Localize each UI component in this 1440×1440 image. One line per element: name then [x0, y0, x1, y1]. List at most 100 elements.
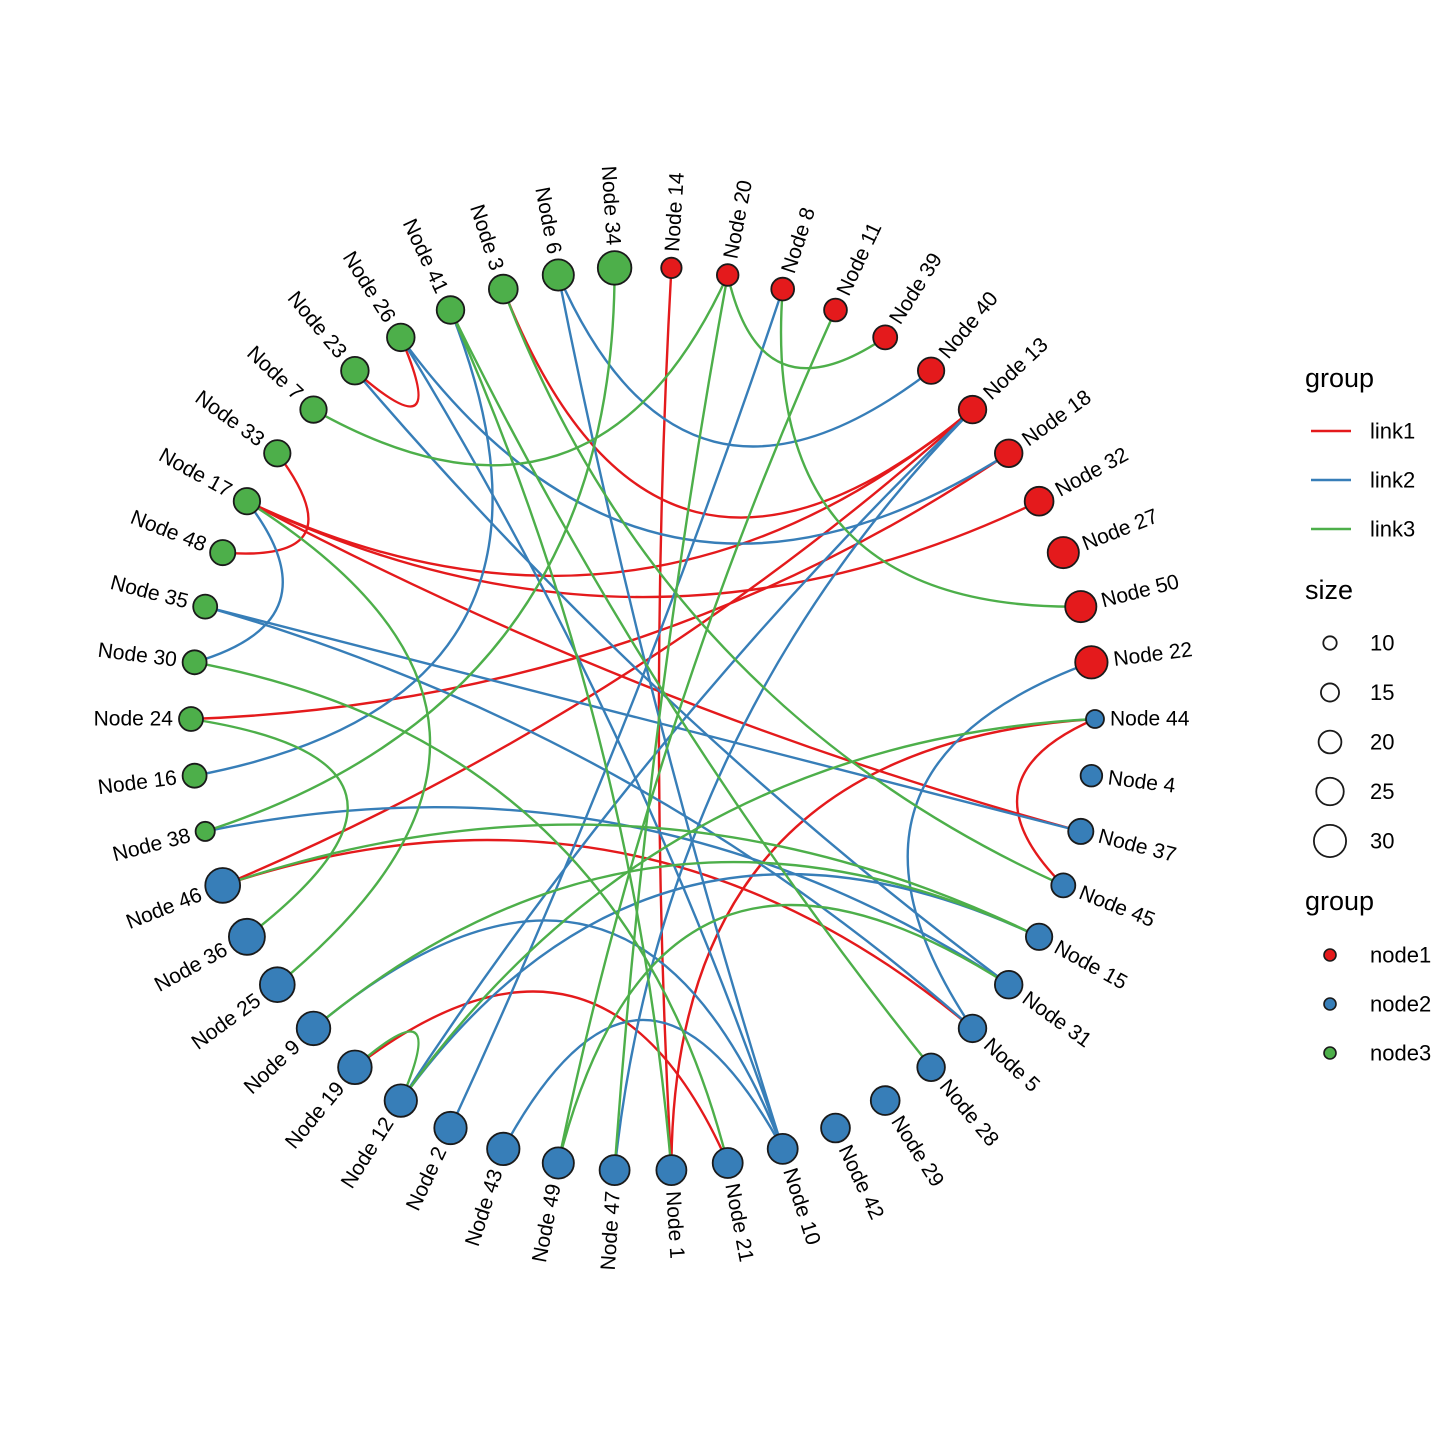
node-node-36[interactable]: [227, 917, 266, 956]
node-label-node-23: Node 23: [283, 287, 351, 363]
node-label-node-49: Node 49: [528, 1182, 565, 1264]
legend-size-group: size 10 15 20 25 30: [1305, 575, 1394, 859]
node-node-13[interactable]: [957, 394, 988, 425]
edge-node-24-to-node-18: [190, 452, 1010, 721]
node-node-7[interactable]: [299, 395, 328, 424]
node-label-node-48: Node 48: [127, 506, 209, 557]
edge-node-3-to-node-13: [502, 288, 974, 519]
node-node-6[interactable]: [541, 258, 575, 292]
node-node-8[interactable]: [770, 276, 795, 302]
edge-node-30-to-node-21: [194, 661, 729, 1164]
node-label-node-19: Node 19: [281, 1077, 349, 1153]
node-node-9[interactable]: [295, 1010, 332, 1047]
edge-node-16-to-node-41: [194, 309, 494, 777]
edge-node-35-to-node-37: [204, 605, 1082, 833]
node-label-node-39: Node 39: [885, 249, 947, 328]
node-node-22[interactable]: [1074, 645, 1109, 680]
node-node-38[interactable]: [194, 820, 216, 842]
node-node-42[interactable]: [820, 1112, 851, 1144]
edge-node-41-to-node-1: [449, 309, 673, 1171]
node-node-30[interactable]: [181, 649, 208, 676]
node-node-18[interactable]: [994, 438, 1024, 469]
legend-label-node1: node1: [1370, 943, 1431, 968]
node-node-49[interactable]: [541, 1146, 575, 1180]
node-node-37[interactable]: [1067, 817, 1095, 845]
node-label-node-4: Node 4: [1107, 766, 1177, 797]
edge-node-8-to-node-50: [779, 289, 1081, 608]
node-node-12[interactable]: [383, 1083, 418, 1118]
node-label-node-45: Node 45: [1076, 881, 1158, 932]
node-label-node-3: Node 3: [465, 202, 508, 274]
edge-node-34-to-node-38: [204, 267, 616, 833]
edge-node-17-to-node-30: [194, 500, 284, 664]
node-label-node-36: Node 36: [151, 938, 232, 996]
node-node-39[interactable]: [872, 324, 899, 351]
edge-node-19-to-node-12: [354, 1030, 420, 1102]
edge-node-24-to-node-36: [190, 717, 349, 938]
node-label-node-9: Node 9: [240, 1036, 305, 1099]
node-label-node-41: Node 41: [398, 215, 453, 297]
legend-label-node3: node3: [1370, 1041, 1431, 1066]
node-node-15[interactable]: [1025, 922, 1054, 951]
edge-node-12-to-node-44: [399, 717, 1096, 1102]
node-node-26[interactable]: [386, 322, 416, 353]
node-node-41[interactable]: [435, 295, 466, 325]
node-label-node-22: Node 22: [1112, 638, 1194, 671]
node-node-46[interactable]: [204, 867, 242, 904]
node-node-10[interactable]: [766, 1133, 799, 1165]
node-label-node-50: Node 50: [1099, 570, 1182, 612]
node-label-node-13: Node 13: [979, 333, 1053, 404]
node-node-43[interactable]: [486, 1131, 521, 1167]
node-node-27[interactable]: [1046, 536, 1080, 570]
node-node-17[interactable]: [232, 487, 261, 516]
node-node-16[interactable]: [181, 762, 208, 789]
node-node-11[interactable]: [823, 297, 848, 323]
node-node-40[interactable]: [916, 356, 946, 385]
node-node-33[interactable]: [263, 439, 292, 468]
node-node-35[interactable]: [192, 593, 219, 620]
legend-size-label-30: 30: [1370, 829, 1394, 854]
node-label-node-43: Node 43: [461, 1166, 507, 1249]
node-node-32[interactable]: [1023, 485, 1055, 517]
node-node-25[interactable]: [258, 966, 296, 1003]
legend-size-key-20: [1317, 729, 1343, 755]
node-node-5[interactable]: [957, 1013, 988, 1044]
node-node-19[interactable]: [337, 1049, 373, 1085]
node-node-14[interactable]: [660, 256, 683, 279]
legend-size-label-10: 10: [1370, 631, 1394, 656]
node-node-4[interactable]: [1079, 764, 1104, 788]
node-label-node-2: Node 2: [402, 1143, 452, 1214]
node-node-24[interactable]: [178, 706, 204, 732]
node-label-node-27: Node 27: [1079, 505, 1161, 556]
node-node-34[interactable]: [596, 250, 633, 286]
node-node-45[interactable]: [1050, 872, 1077, 899]
node-node-2[interactable]: [433, 1110, 468, 1146]
node-node-20[interactable]: [716, 263, 740, 287]
node-node-47[interactable]: [598, 1154, 631, 1186]
node-node-28[interactable]: [916, 1052, 946, 1083]
legend-size-label-15: 15: [1370, 680, 1394, 705]
node-node-50[interactable]: [1064, 590, 1098, 624]
node-node-29[interactable]: [869, 1085, 901, 1116]
node-node-23[interactable]: [340, 356, 370, 386]
legend-key-node1: [1323, 948, 1337, 962]
edge-node-26-to-node-18: [399, 336, 1010, 545]
node-node-48[interactable]: [209, 539, 237, 567]
legend-label-link1: link1: [1370, 419, 1415, 444]
edge-node-46-to-node-13: [222, 408, 974, 887]
node-node-1[interactable]: [655, 1154, 688, 1186]
node-label-node-7: Node 7: [242, 342, 307, 405]
legend-key-node3: [1323, 1046, 1337, 1060]
edge-node-20-to-node-47: [613, 274, 729, 1171]
legend-key-node2: [1323, 997, 1337, 1011]
node-node-44[interactable]: [1085, 709, 1105, 729]
node-node-3[interactable]: [487, 273, 519, 305]
edge-node-43-to-node-10: [502, 1018, 784, 1150]
node-node-21[interactable]: [711, 1147, 744, 1179]
edge-node-19-to-node-21: [354, 990, 729, 1164]
node-node-31[interactable]: [994, 970, 1024, 1000]
edge-node-17-to-node-32: [246, 500, 1040, 599]
node-label-node-31: Node 31: [1018, 987, 1096, 1052]
node-label-node-20: Node 20: [720, 178, 757, 260]
